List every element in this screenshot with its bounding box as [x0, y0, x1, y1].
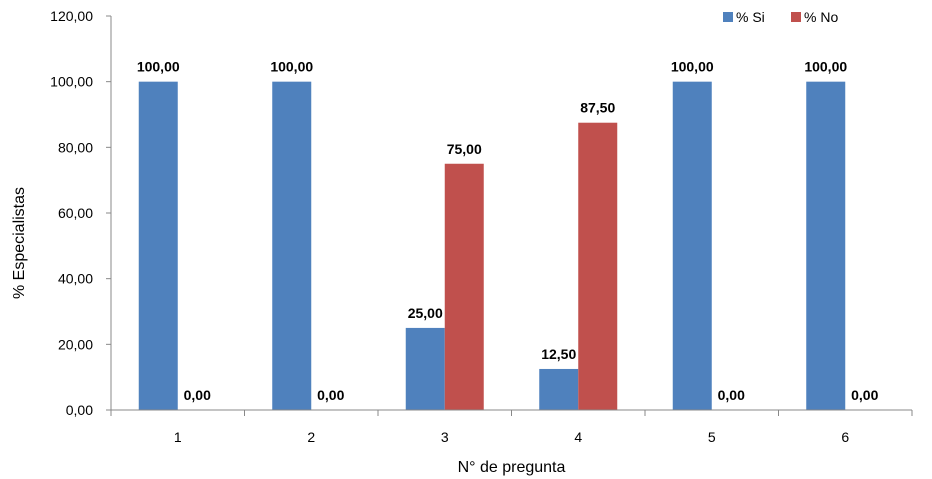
x-tick-label: 5: [708, 429, 716, 445]
y-tick-label: 120,00: [50, 8, 93, 24]
y-tick-label: 20,00: [58, 336, 93, 352]
bar-si-6: [806, 81, 846, 411]
x-tick-label: 6: [841, 429, 849, 445]
y-tick-label: 60,00: [58, 205, 93, 221]
data-label: 25,00: [408, 305, 443, 321]
y-axis-ticks: 0,00 20,00 40,00 60,00 80,00 100,00 120,00: [50, 8, 111, 418]
bar-no-3: [444, 163, 484, 410]
bar-si-2: [272, 81, 312, 411]
legend-swatch-no: [791, 12, 801, 22]
legend: % Si % No: [723, 9, 838, 25]
data-label: 100,00: [671, 59, 714, 75]
data-label: 0,00: [851, 387, 878, 403]
x-axis-ticks: 1 2 3 4 5 6: [110, 410, 913, 445]
data-label: 12,50: [541, 346, 576, 362]
bar-si-3: [405, 327, 445, 410]
bar-no-4: [578, 122, 618, 410]
x-tick-label: 2: [307, 429, 315, 445]
data-label: 100,00: [137, 59, 180, 75]
bars: [138, 81, 846, 411]
data-label: 75,00: [447, 141, 482, 157]
legend-label-no: % No: [804, 9, 838, 25]
legend-label-si: % Si: [736, 9, 765, 25]
data-label: 0,00: [184, 387, 211, 403]
bar-si-4: [539, 368, 579, 410]
y-tick-label: 0,00: [66, 402, 93, 418]
y-axis-title: % Especialistas: [11, 187, 28, 299]
y-tick-label: 100,00: [50, 74, 93, 90]
data-label: 0,00: [718, 387, 745, 403]
data-label: 100,00: [270, 59, 313, 75]
x-tick-label: 1: [174, 429, 182, 445]
bar-si-1: [138, 81, 178, 411]
data-label: 100,00: [804, 59, 847, 75]
bar-si-5: [672, 81, 712, 411]
x-axis-title: N° de pregunta: [458, 459, 566, 476]
x-tick-label: 3: [441, 429, 449, 445]
y-tick-label: 40,00: [58, 271, 93, 287]
data-label: 0,00: [317, 387, 344, 403]
data-labels: 100,00 100,00 25,00 12,50 100,00 100,00 0,00 0,…: [137, 59, 879, 403]
data-label: 87,50: [580, 100, 615, 116]
legend-swatch-si: [723, 12, 733, 22]
x-tick-label: 4: [574, 429, 582, 445]
y-tick-label: 80,00: [58, 139, 93, 155]
